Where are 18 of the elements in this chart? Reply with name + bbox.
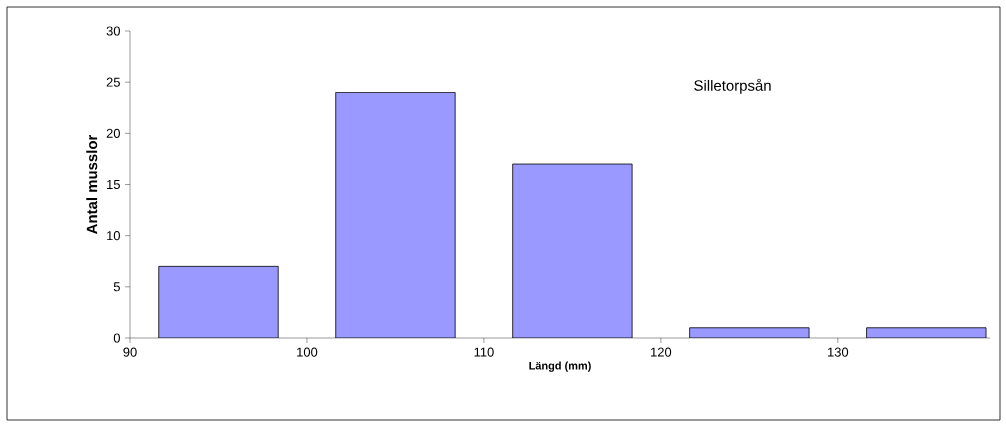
x-tick-label: 130 xyxy=(828,347,849,357)
y-tick-label: 20 xyxy=(106,128,120,138)
x-tick-label: 120 xyxy=(651,347,672,357)
annotation: Silletorpsån xyxy=(694,78,771,94)
y-tick-label: 5 xyxy=(113,282,120,292)
y-tick-label: 25 xyxy=(106,77,120,87)
y-tick-label: 15 xyxy=(107,179,120,190)
y-tick-label: 10 xyxy=(107,231,120,241)
bar xyxy=(158,265,279,338)
bar xyxy=(512,163,633,338)
x-tick-label: 100 xyxy=(297,347,318,357)
bar xyxy=(335,92,456,338)
y-tick-label: 0 xyxy=(113,333,120,343)
x-tick-label: 110 xyxy=(474,347,494,357)
y-tick-label: 30 xyxy=(106,26,120,36)
y-axis-title: Antal musslor xyxy=(86,134,98,234)
x-tick-label: 90 xyxy=(123,347,137,357)
x-axis-title: Längd (mm) xyxy=(529,361,591,372)
